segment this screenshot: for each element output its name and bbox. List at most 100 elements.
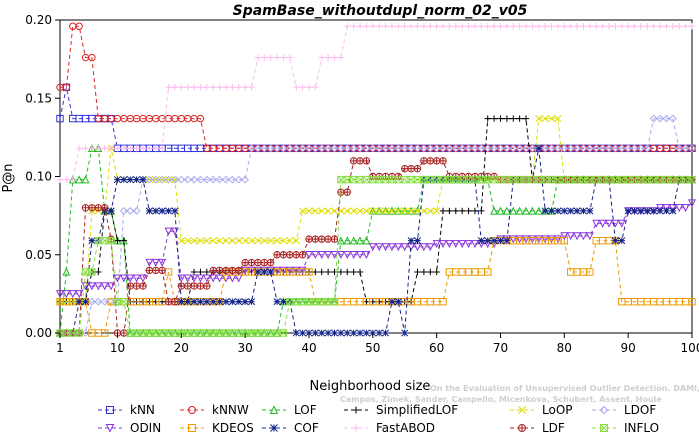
data-point (388, 207, 396, 215)
data-point (152, 145, 159, 152)
data-point (368, 144, 377, 153)
series-loop (56, 115, 696, 306)
data-point (171, 298, 179, 306)
legend-marker (518, 406, 526, 414)
data-point (446, 23, 453, 30)
data-point (337, 54, 345, 61)
data-point (286, 237, 294, 245)
data-point (464, 144, 473, 153)
data-point (612, 23, 619, 30)
data-point (254, 258, 262, 267)
data-point (433, 207, 441, 215)
legend-label: LOF (294, 403, 317, 417)
data-point (401, 23, 408, 30)
data-point (649, 114, 658, 123)
legend-label: kNNW (212, 403, 249, 417)
data-point (324, 268, 332, 276)
data-point (420, 157, 428, 165)
data-point (388, 298, 396, 306)
series-line (59, 87, 692, 149)
data-point (337, 188, 345, 196)
data-point (662, 207, 671, 215)
data-point (363, 23, 370, 30)
x-tick-label: 10 (110, 341, 125, 355)
data-point (120, 237, 128, 244)
data-point (190, 268, 198, 276)
data-point (522, 206, 531, 215)
data-point (528, 235, 537, 244)
data-point (222, 84, 230, 91)
data-point (209, 298, 217, 306)
data-point (273, 54, 281, 61)
data-point (503, 115, 511, 122)
data-point (388, 144, 396, 153)
data-point (478, 23, 485, 30)
data-point (164, 298, 173, 306)
data-point (235, 266, 243, 275)
data-point (554, 115, 562, 123)
data-point (241, 266, 250, 275)
data-point (203, 282, 211, 290)
data-point (585, 144, 594, 153)
data-point (253, 144, 262, 153)
data-point (331, 54, 338, 61)
data-point (209, 237, 217, 245)
data-point (196, 298, 204, 306)
data-point (599, 23, 606, 30)
data-point (139, 282, 147, 290)
data-point (688, 298, 696, 306)
data-point (292, 329, 300, 337)
data-point (593, 23, 600, 30)
data-point (241, 84, 249, 91)
data-point (286, 54, 294, 61)
data-point (164, 176, 173, 184)
data-point (356, 207, 364, 215)
y-axis-title: P@n (1, 163, 16, 192)
data-point (330, 251, 339, 260)
legend-marker (352, 406, 360, 414)
data-point (356, 23, 364, 30)
data-point (183, 175, 192, 184)
data-point (624, 144, 633, 153)
data-point (637, 207, 645, 215)
data-point (618, 23, 625, 30)
data-point (247, 144, 256, 153)
y-tick-label: 0.00 (25, 326, 52, 340)
data-point (656, 114, 664, 123)
data-point (561, 23, 568, 30)
data-point (496, 206, 505, 215)
data-point (94, 282, 103, 291)
data-point (241, 175, 250, 184)
data-point (381, 144, 390, 153)
data-point (343, 329, 351, 337)
data-point (541, 235, 550, 244)
data-point (178, 84, 185, 91)
data-point (547, 144, 556, 153)
legend-item-lof: LOF (262, 403, 317, 417)
data-point (439, 157, 447, 165)
data-point (688, 23, 696, 30)
data-point (560, 207, 568, 215)
data-point (183, 274, 192, 283)
data-point (579, 175, 588, 184)
x-tick-label: 1 (56, 341, 64, 355)
data-point (318, 268, 325, 276)
data-point (496, 144, 505, 153)
data-point (650, 23, 657, 30)
data-point (261, 54, 268, 61)
data-point (336, 236, 345, 245)
data-point (535, 115, 543, 123)
data-point (171, 175, 179, 184)
data-point (515, 206, 524, 215)
legend-item-simplifiedlof: SimplifiedLOF (344, 403, 458, 417)
data-point (254, 237, 262, 245)
data-point (312, 268, 319, 276)
data-point (369, 207, 377, 215)
data-point (350, 207, 358, 215)
data-point (432, 157, 441, 165)
data-point (579, 207, 588, 215)
data-point (465, 207, 472, 215)
y-tick-label: 0.10 (25, 170, 52, 184)
data-point (292, 237, 300, 245)
data-point (478, 207, 485, 215)
